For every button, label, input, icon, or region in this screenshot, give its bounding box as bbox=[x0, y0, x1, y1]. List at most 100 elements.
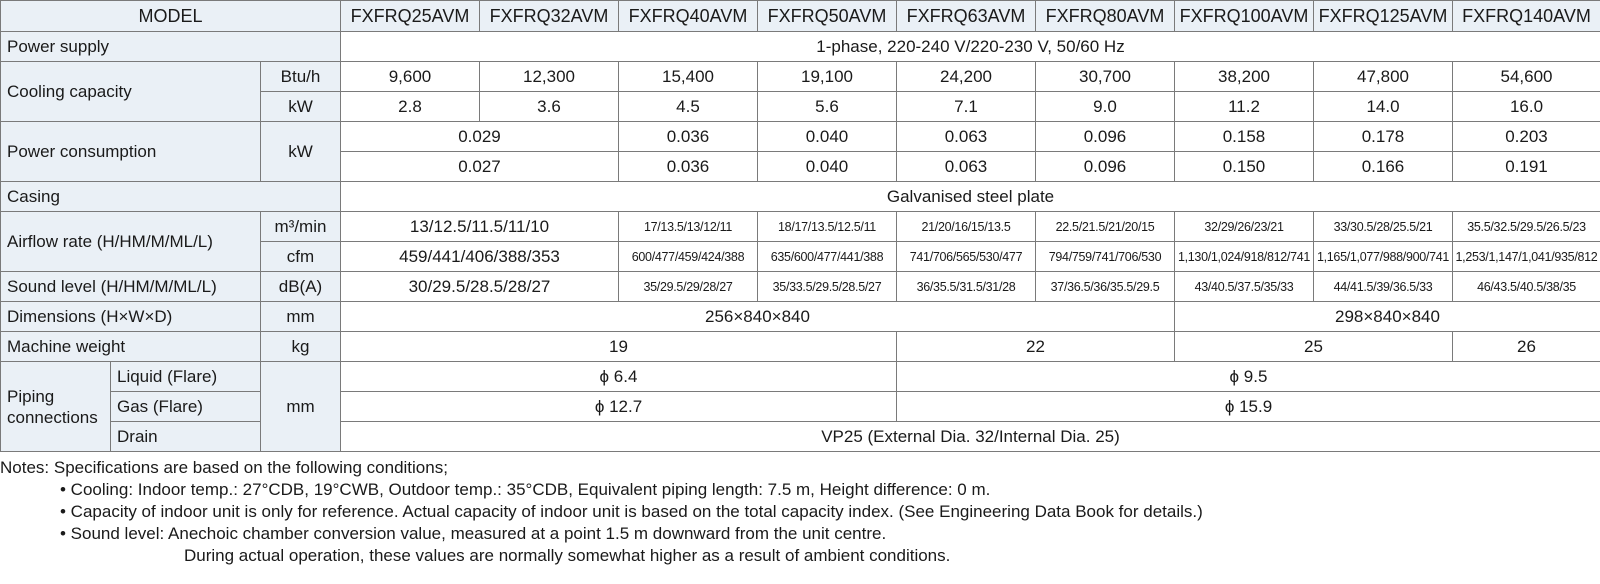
note-bullet: • Cooling: Indoor temp.: 27°CDB, 19°CWB,… bbox=[60, 480, 991, 499]
power-consumption-row-2: 0.027 0.036 0.040 0.063 0.096 0.150 0.16… bbox=[1, 151, 1600, 182]
unit-cell: kg bbox=[260, 331, 341, 362]
value-cell: VP25 (External Dia. 32/Internal Dia. 25) bbox=[340, 421, 1600, 452]
value-cell: 0.096 bbox=[1035, 121, 1175, 152]
unit-cell: mm bbox=[260, 361, 341, 452]
unit-cell: m³/min bbox=[260, 211, 341, 242]
value-cell: 0.036 bbox=[618, 121, 758, 152]
value-cell: 0.191 bbox=[1452, 151, 1600, 182]
value-cell: 37/36.5/36/35.5/29.5 bbox=[1035, 271, 1175, 302]
casing-row: Casing Galvanised steel plate bbox=[0, 181, 1600, 212]
value-cell: 600/477/459/424/388 bbox=[618, 241, 758, 272]
machine-weight-row: Machine weight kg 19 22 25 26 bbox=[0, 331, 1600, 362]
value-cell: 4.5 bbox=[618, 91, 758, 122]
power-consumption-row-1: Power consumption kW 0.029 0.036 0.040 0… bbox=[0, 121, 1600, 182]
value-cell: 14.0 bbox=[1313, 91, 1453, 122]
value-cell: 1,253/1,147/1,041/935/812 bbox=[1452, 241, 1600, 272]
value-cell: 30,700 bbox=[1035, 61, 1175, 92]
value-cell: 1,165/1,077/988/900/741 bbox=[1313, 241, 1453, 272]
value-cell: 0.096 bbox=[1035, 151, 1175, 182]
value-cell: 7.1 bbox=[896, 91, 1036, 122]
value-cell: 298×840×840 bbox=[1174, 301, 1600, 332]
notes-intro: Notes: Specifications are based on the f… bbox=[0, 458, 448, 477]
drain-label: Drain bbox=[110, 421, 261, 452]
value-cell: 0.203 bbox=[1452, 121, 1600, 152]
value-cell: 0.158 bbox=[1174, 121, 1314, 152]
value-cell: 17/13.5/13/12/11 bbox=[618, 211, 758, 242]
model-row: MODEL FXFRQ25AVM FXFRQ32AVM FXFRQ40AVM F… bbox=[0, 0, 1600, 32]
sound-level-row: Sound level (H/HM/M/ML/L) dB(A) 30/29.5/… bbox=[0, 271, 1600, 302]
value-cell: 9,600 bbox=[340, 61, 480, 92]
value-cell: 26 bbox=[1452, 331, 1600, 362]
value-cell: 0.040 bbox=[757, 121, 897, 152]
value-cell: ϕ 15.9 bbox=[896, 391, 1600, 422]
value-cell: 32/29/26/23/21 bbox=[1174, 211, 1314, 242]
power-supply-label: Power supply bbox=[0, 31, 341, 62]
value-cell: ϕ 9.5 bbox=[896, 361, 1600, 392]
model-name: FXFRQ140AVM bbox=[1452, 0, 1600, 32]
dimensions-label: Dimensions (H×W×D) bbox=[0, 301, 261, 332]
value-cell: 43/40.5/37.5/35/33 bbox=[1174, 271, 1314, 302]
value-cell: 0.178 bbox=[1313, 121, 1453, 152]
model-name: FXFRQ100AVM bbox=[1174, 0, 1314, 32]
value-cell: 1,130/1,024/918/812/741 bbox=[1174, 241, 1314, 272]
value-cell: ϕ 12.7 bbox=[340, 391, 897, 422]
value-cell: 0.029 bbox=[340, 121, 619, 152]
value-cell: 35/29.5/29/28/27 bbox=[618, 271, 758, 302]
value-cell: 44/41.5/39/36.5/33 bbox=[1313, 271, 1453, 302]
value-cell: 35.5/32.5/29.5/26.5/23 bbox=[1452, 211, 1600, 242]
casing-value: Galvanised steel plate bbox=[340, 181, 1600, 212]
piping-connections-label: Piping connections bbox=[0, 361, 111, 452]
value-cell: 0.027 bbox=[340, 151, 619, 182]
value-cell: 0.150 bbox=[1174, 151, 1314, 182]
airflow-m3-row: Airflow rate (H/HM/M/ML/L) m³/min 13/12.… bbox=[0, 211, 1600, 272]
value-cell: 46/43.5/40.5/38/35 bbox=[1452, 271, 1600, 302]
model-name: FXFRQ40AVM bbox=[618, 0, 758, 32]
value-cell: 11.2 bbox=[1174, 91, 1314, 122]
gas-flare-label: Gas (Flare) bbox=[110, 391, 261, 422]
model-name: FXFRQ63AVM bbox=[896, 0, 1036, 32]
value-cell: 16.0 bbox=[1452, 91, 1600, 122]
unit-cell: dB(A) bbox=[260, 271, 341, 302]
model-name: FXFRQ125AVM bbox=[1313, 0, 1453, 32]
cooling-capacity-kw-row: kW 2.8 3.6 4.5 5.6 7.1 9.0 11.2 14.0 16.… bbox=[1, 91, 1600, 122]
value-cell: 3.6 bbox=[479, 91, 619, 122]
value-cell: 0.166 bbox=[1313, 151, 1453, 182]
value-cell: 21/20/16/15/13.5 bbox=[896, 211, 1036, 242]
value-cell: 0.036 bbox=[618, 151, 758, 182]
cooling-capacity-btu-row: Cooling capacity Btu/h 9,600 12,300 15,4… bbox=[0, 61, 1600, 122]
dimensions-row: Dimensions (H×W×D) mm 256×840×840 298×84… bbox=[0, 301, 1600, 332]
value-cell: 22 bbox=[896, 331, 1175, 362]
value-cell: 741/706/565/530/477 bbox=[896, 241, 1036, 272]
value-cell: 22.5/21.5/21/20/15 bbox=[1035, 211, 1175, 242]
value-cell: 36/35.5/31.5/31/28 bbox=[896, 271, 1036, 302]
machine-weight-label: Machine weight bbox=[0, 331, 261, 362]
casing-label: Casing bbox=[0, 181, 341, 212]
value-cell: 635/600/477/441/388 bbox=[757, 241, 897, 272]
value-cell: 459/441/406/388/353 bbox=[340, 241, 619, 272]
unit-cell: cfm bbox=[260, 241, 341, 272]
model-name: FXFRQ50AVM bbox=[757, 0, 897, 32]
value-cell: 794/759/741/706/530 bbox=[1035, 241, 1175, 272]
model-name: FXFRQ80AVM bbox=[1035, 0, 1175, 32]
sound-level-label: Sound level (H/HM/M/ML/L) bbox=[0, 271, 261, 302]
value-cell: 15,400 bbox=[618, 61, 758, 92]
value-cell: ϕ 6.4 bbox=[340, 361, 897, 392]
model-name: FXFRQ32AVM bbox=[479, 0, 619, 32]
notes-section: Notes: Specifications are based on the f… bbox=[0, 457, 1600, 567]
value-cell: 12,300 bbox=[479, 61, 619, 92]
liquid-flare-label: Liquid (Flare) bbox=[110, 361, 261, 392]
value-cell: 18/17/13.5/12.5/11 bbox=[757, 211, 897, 242]
value-cell: 256×840×840 bbox=[340, 301, 1175, 332]
specification-table: MODEL FXFRQ25AVM FXFRQ32AVM FXFRQ40AVM F… bbox=[0, 0, 1600, 452]
value-cell: 54,600 bbox=[1452, 61, 1600, 92]
value-cell: 9.0 bbox=[1035, 91, 1175, 122]
value-cell: 38,200 bbox=[1174, 61, 1314, 92]
note-bullet: • Sound level: Anechoic chamber conversi… bbox=[60, 524, 887, 543]
power-consumption-label: Power consumption bbox=[0, 121, 261, 182]
value-cell: 47,800 bbox=[1313, 61, 1453, 92]
cooling-capacity-label: Cooling capacity bbox=[0, 61, 261, 122]
piping-gas-row: Gas (Flare) ϕ 12.7 ϕ 15.9 bbox=[1, 391, 1600, 422]
note-bullet: • Capacity of indoor unit is only for re… bbox=[60, 502, 1203, 521]
power-supply-row: Power supply 1-phase, 220-240 V/220-230 … bbox=[0, 31, 1600, 62]
unit-cell: kW bbox=[260, 121, 341, 182]
